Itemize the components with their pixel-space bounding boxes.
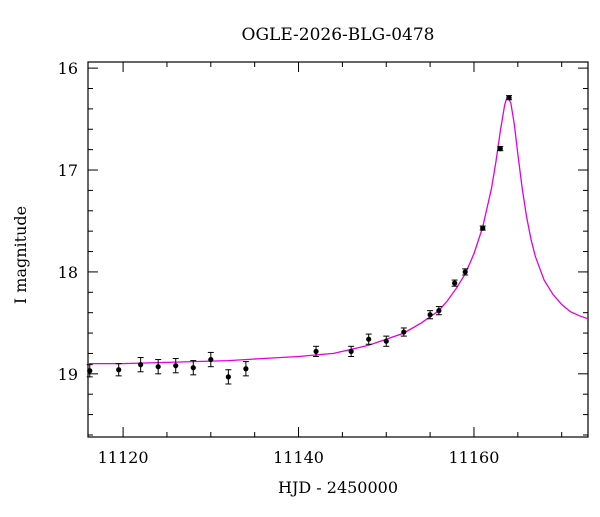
y-tick-label: 17	[58, 161, 78, 180]
data-point	[506, 95, 512, 101]
y-axis-label: I magnitude	[11, 206, 30, 304]
data-point	[243, 366, 249, 372]
data-point	[427, 312, 433, 318]
x-tick-label: 11140	[273, 448, 324, 467]
data-point	[87, 368, 93, 374]
x-axis-label: HJD - 2450000	[278, 478, 398, 497]
y-tick-label: 19	[58, 365, 78, 384]
data-point	[462, 269, 468, 275]
model-curve	[88, 94, 588, 365]
chart-title: OGLE-2026-BLG-0478	[242, 25, 435, 45]
data-point	[173, 363, 179, 369]
x-tick-label: 11120	[98, 448, 149, 467]
plot-frame	[87, 61, 589, 438]
data-point	[116, 367, 122, 373]
data-point	[208, 356, 214, 363]
plot-area: 11120 11140 11160 16 17 18 19	[58, 59, 589, 467]
data-point	[497, 146, 503, 152]
data-point	[452, 280, 458, 286]
data-point	[401, 329, 407, 335]
data-point	[348, 348, 354, 355]
y-tick-label: 16	[58, 59, 78, 78]
data-point	[190, 365, 196, 371]
data-point	[436, 308, 442, 314]
data-point	[313, 348, 319, 355]
x-tick-label: 11160	[449, 448, 500, 467]
data-point	[480, 225, 486, 231]
data-point	[155, 364, 161, 370]
data-point	[225, 374, 231, 380]
y-tick-label: 18	[58, 263, 78, 282]
data-point	[138, 362, 144, 368]
data-point	[383, 338, 389, 344]
data-point	[366, 336, 372, 342]
